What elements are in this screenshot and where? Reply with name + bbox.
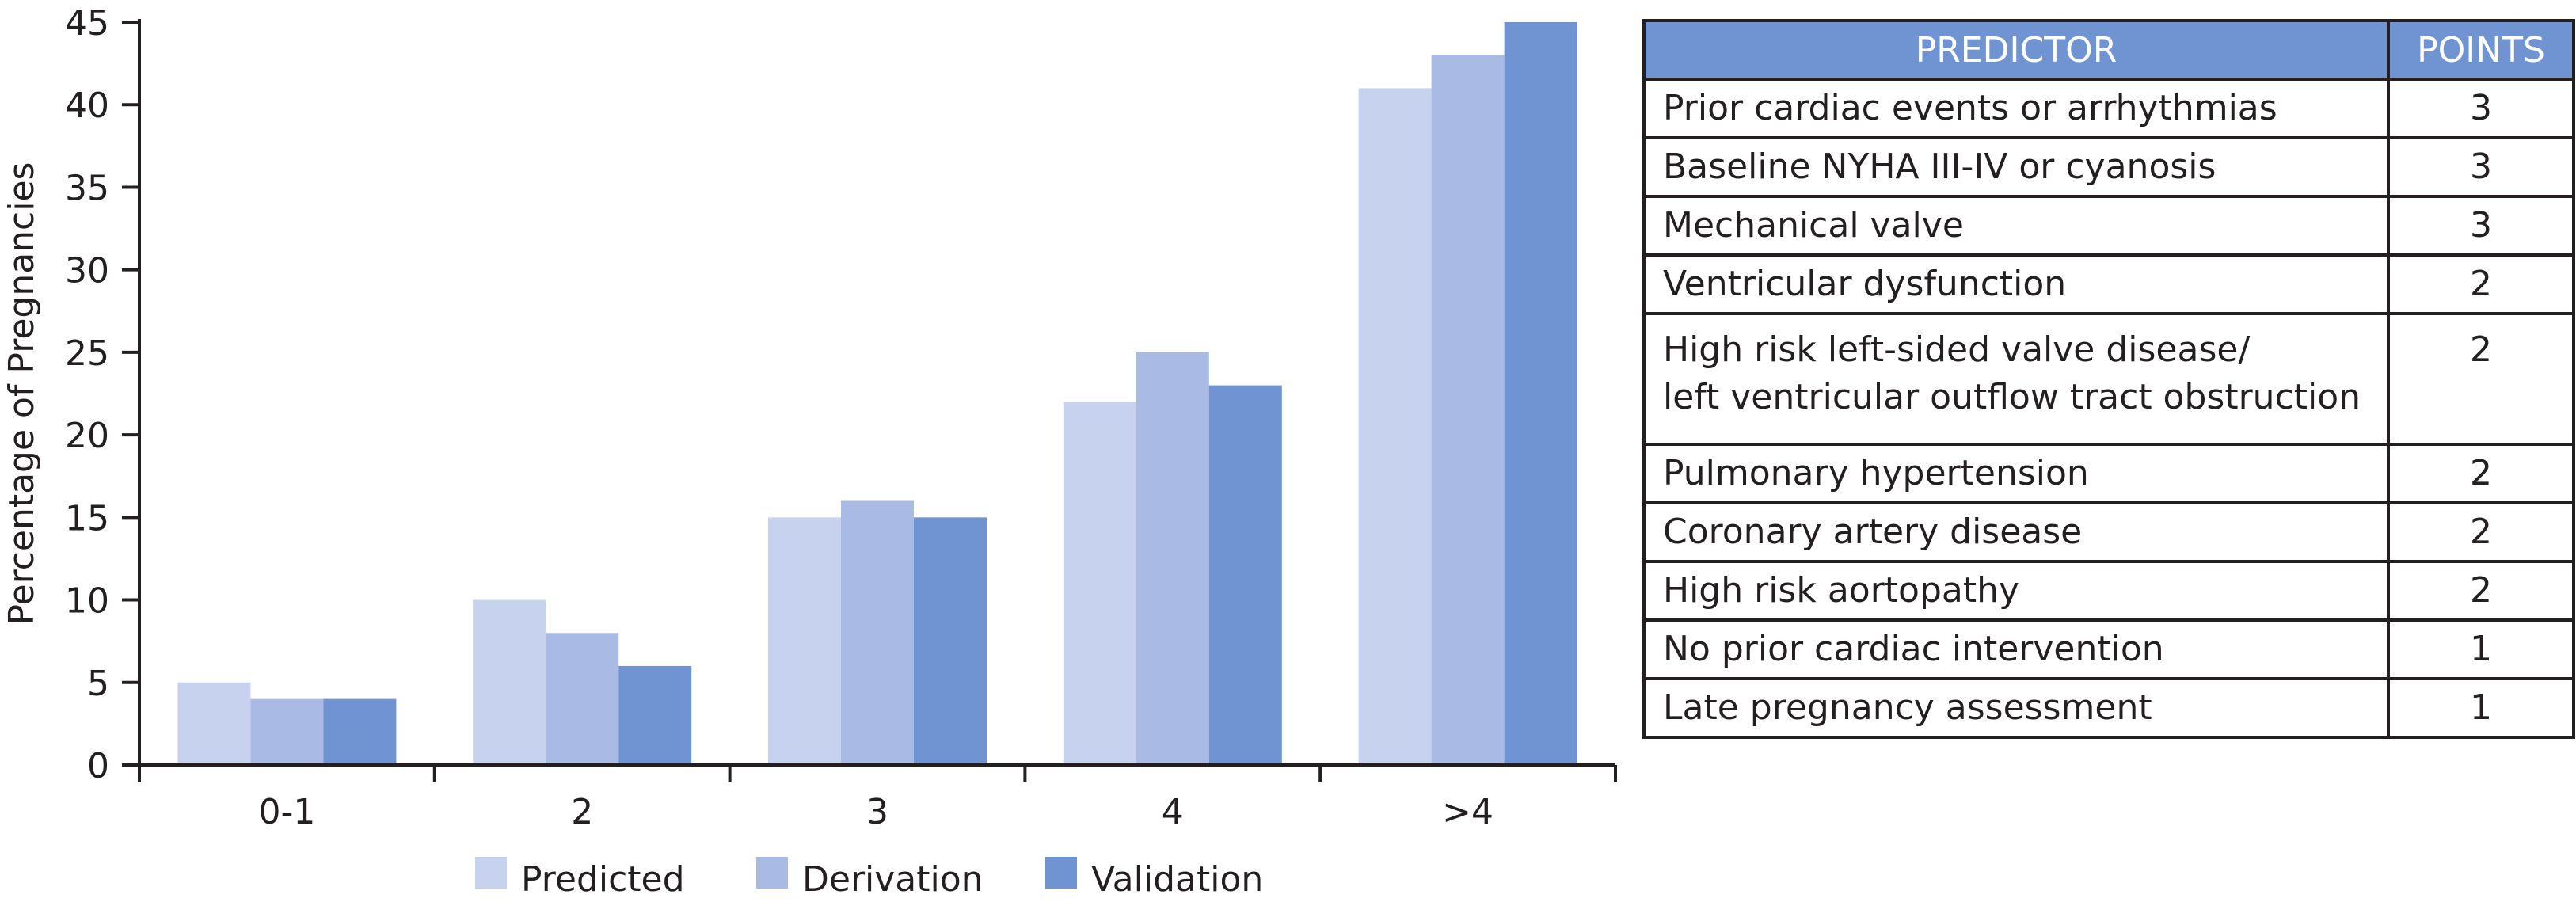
x-tick-label: 4 [1162,792,1184,832]
bar-validation-2 [914,517,987,765]
x-tick-label: 3 [866,792,888,832]
bars-group [177,22,1577,765]
points-cell: 1 [2387,618,2575,680]
points-cell: 2 [2387,501,2575,563]
table-row: Ventricular dysfunction 2 [1642,253,2575,315]
bar-validation-0 [323,698,397,765]
x-tick-label: >4 [1442,792,1493,832]
legend-label-derivation: Derivation [802,859,984,900]
points-cell: 2 [2387,443,2575,504]
points-cell: 2 [2387,560,2575,622]
bar-validation-1 [618,665,692,765]
y-tick-label: 10 [65,581,109,622]
predictor-cell: Mechanical valve [1642,195,2390,257]
legend-swatch-validation [1045,857,1077,889]
y-axis-title: Percentage of Pregnancies [2,162,42,626]
predictor-line-2: left ventricular outflow tract obstructi… [1663,377,2361,417]
y-tick-label: 40 [65,86,109,126]
y-tick-label: 30 [65,251,109,291]
predictor-cell: No prior cardiac intervention [1642,618,2390,680]
table-row: No prior cardiac intervention 1 [1642,618,2575,680]
predictor-cell: Coronary artery disease [1642,501,2390,563]
axes-group: 0 5 10 15 20 25 30 35 40 45 0-1 2 3 4 >4 Percentage of … [2,3,1617,832]
legend: Predicted Derivation Validation [475,857,1263,900]
bar-derivation-1 [546,633,619,765]
predictor-cell: Prior cardiac events or arrhythmias [1642,78,2390,139]
points-cell: 1 [2387,677,2575,739]
table-row: High risk aortopathy 2 [1642,560,2575,622]
bar-derivation-4 [1431,55,1505,765]
y-tick-label: 0 [87,746,109,786]
bar-predicted-2 [768,517,841,765]
points-cell: 2 [2387,312,2575,446]
bar-predicted-3 [1063,402,1136,765]
legend-label-predicted: Predicted [521,859,685,900]
bar-derivation-3 [1136,352,1209,765]
legend-swatch-predicted [475,857,507,889]
predictor-cell: Baseline NYHA III-IV or cyanosis [1642,136,2390,198]
table-row: Prior cardiac events or arrhythmias 3 [1642,78,2575,139]
y-tick-label: 25 [65,333,109,374]
y-tick-label: 45 [65,3,109,44]
bar-validation-4 [1504,22,1577,765]
points-cell: 3 [2387,136,2575,198]
table-row: Mechanical valve 3 [1642,195,2575,257]
predictor-cell: Late pregnancy assessment [1642,677,2390,739]
y-tick-label: 20 [65,416,109,456]
bar-predicted-1 [473,599,546,765]
points-header: POINTS [2387,19,2575,81]
table-row: Baseline NYHA III-IV or cyanosis 3 [1642,136,2575,198]
y-tick-label: 5 [87,664,109,704]
points-cell: 2 [2387,253,2575,315]
bar-derivation-2 [841,500,914,765]
bar-predicted-4 [1358,88,1432,765]
predictor-cell: High risk left-sided valve disease/ left… [1642,312,2390,446]
y-tick-label: 35 [65,168,109,208]
x-tick-label: 0-1 [258,792,315,832]
y-tick-label: 15 [65,498,109,539]
x-tick-label: 2 [571,792,593,832]
predictor-line-1: High risk left-sided valve disease/ [1663,329,2251,370]
points-cell: 3 [2387,195,2575,257]
table-row: High risk left-sided valve disease/ left… [1642,312,2575,446]
bar-validation-3 [1208,385,1282,765]
table-row: Pulmonary hypertension 2 [1642,443,2575,504]
legend-label-validation: Validation [1091,859,1263,900]
predictor-cell: High risk aortopathy [1642,560,2390,622]
bar-predicted-0 [177,682,251,765]
bar-derivation-0 [250,698,324,765]
predictor-points-table: PREDICTOR POINTS Prior cardiac events or… [1642,19,2575,739]
bar-chart: 0 5 10 15 20 25 30 35 40 45 0-1 2 3 4 >4 Percentage of … [2,3,1617,900]
predictor-cell: Ventricular dysfunction [1642,253,2390,315]
legend-swatch-derivation [756,857,788,889]
points-cell: 3 [2387,78,2575,139]
table-header-row: PREDICTOR POINTS [1642,19,2575,81]
predictor-header: PREDICTOR [1642,19,2390,81]
table-row: Coronary artery disease 2 [1642,501,2575,563]
table-row: Late pregnancy assessment 1 [1642,677,2575,739]
predictor-cell: Pulmonary hypertension [1642,443,2390,504]
